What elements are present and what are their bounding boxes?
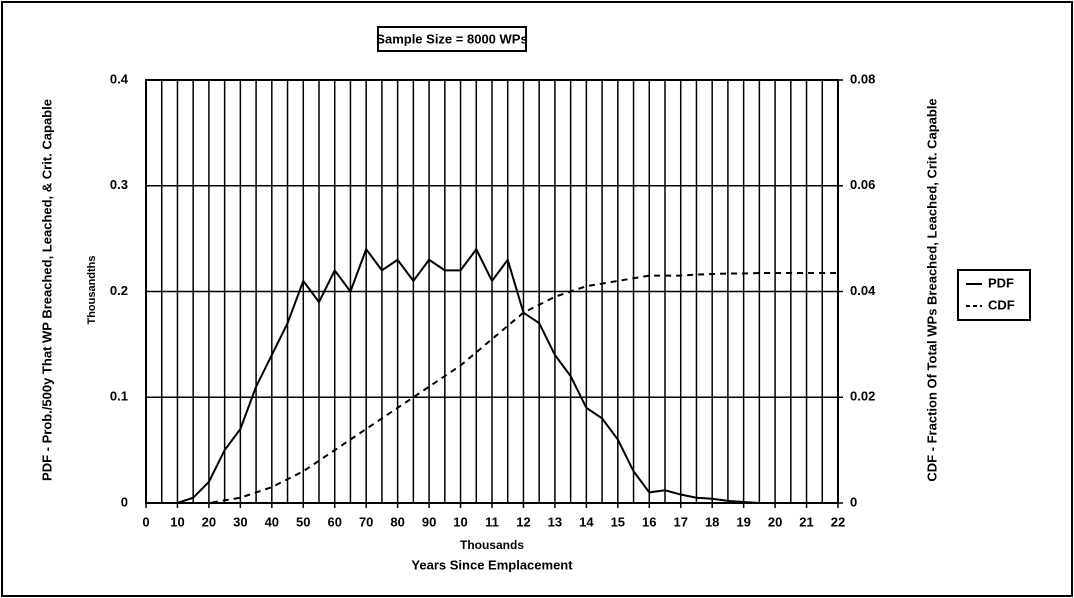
- x-unit-label: Thousands: [460, 538, 524, 552]
- x-tick-label: 16: [642, 514, 656, 529]
- x-tick-label: 11: [485, 514, 499, 529]
- y-tick-label: 0: [121, 494, 128, 509]
- series-line: [146, 271, 838, 504]
- x-tick-label: 40: [265, 514, 279, 529]
- x-tick-label: 18: [705, 514, 719, 529]
- x-tick-label: 60: [327, 514, 341, 529]
- x-tick-label: 50: [296, 514, 310, 529]
- x-tick-label: 30: [233, 514, 247, 529]
- x-tick-label: 14: [579, 514, 594, 529]
- title-box: [377, 26, 527, 52]
- y2-tick-label: 0.02: [850, 389, 875, 404]
- y-axis-label: PDF - Prob./500y That WP Breached, Leach…: [39, 99, 54, 481]
- y2-tick-label: 0.06: [850, 177, 875, 192]
- y-tick-label: 0.1: [110, 389, 128, 404]
- x-tick-label: 21: [799, 514, 813, 529]
- x-tick-label: 70: [359, 514, 373, 529]
- x-tick-label: 20: [202, 514, 216, 529]
- y2-tick-label: 0: [850, 494, 857, 509]
- y2-axis-label: CDF - Fraction Of Total WPs Breached, Le…: [924, 98, 939, 481]
- x-tick-label: 10: [170, 514, 184, 529]
- legend-label: CDF: [988, 297, 1015, 312]
- y-tick-label: 0.3: [110, 177, 128, 192]
- x-tick-label: 17: [673, 514, 687, 529]
- series-line: [146, 247, 838, 504]
- legend-label: PDF: [988, 275, 1014, 290]
- legend-box: [957, 269, 1031, 321]
- y-tick-label: 0.4: [110, 71, 129, 86]
- x-tick-label: 10: [453, 514, 467, 529]
- y2-tick-label: 0.04: [850, 283, 876, 298]
- x-tick-label: 19: [736, 514, 750, 529]
- y-tick-label: 0.2: [110, 283, 128, 298]
- chart-title: Sample Size = 8000 WPs: [376, 31, 527, 46]
- y-unit-label: Thousandths: [86, 255, 98, 324]
- x-tick-label: 13: [548, 514, 562, 529]
- x-tick-label: 15: [611, 514, 625, 529]
- y2-tick-label: 0.08: [850, 71, 875, 86]
- x-tick-label: 20: [768, 514, 782, 529]
- x-axis-label: Years Since Emplacement: [411, 557, 573, 572]
- x-tick-label: 80: [390, 514, 404, 529]
- x-tick-label: 0: [142, 514, 149, 529]
- x-tick-label: 12: [516, 514, 530, 529]
- x-tick-label: 22: [831, 514, 845, 529]
- x-tick-label: 90: [422, 514, 436, 529]
- plot-frame: [145, 79, 839, 504]
